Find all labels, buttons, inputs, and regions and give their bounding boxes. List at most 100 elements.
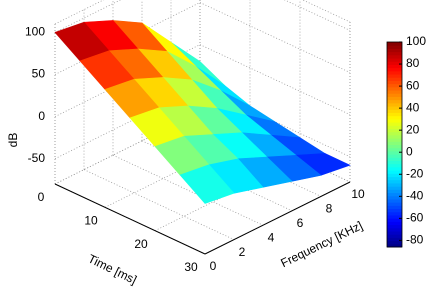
colorbar-cell <box>387 189 402 194</box>
colorbar-cell <box>387 80 402 85</box>
colorbar-cell <box>387 48 402 53</box>
x-tick-label: 20 <box>134 237 148 251</box>
colorbar-cell <box>387 106 402 110</box>
x-axis-line <box>54 183 206 255</box>
colorbar-cell <box>387 134 402 139</box>
colorbar-cell <box>387 102 402 107</box>
colorbar-cell <box>387 173 402 178</box>
box-edge <box>301 0 351 23</box>
y-axis-line <box>204 181 351 255</box>
colorbar-cell <box>387 243 402 248</box>
colorbar-cell <box>387 64 402 69</box>
z-tick-label: -50 <box>28 151 46 165</box>
colorbar-cell <box>387 58 402 62</box>
colorbar-cell <box>387 163 402 168</box>
colorbar-cell <box>387 157 402 162</box>
y-tick-label: 10 <box>351 187 365 201</box>
colorbar-tick-label: -60 <box>406 211 424 225</box>
colorbar-tick-label: -20 <box>406 166 424 180</box>
surface-patch <box>179 164 235 204</box>
colorbar-cell <box>387 179 402 184</box>
colorbar-cell <box>387 122 402 126</box>
colorbar-cell <box>387 230 402 235</box>
colorbar-cell <box>387 166 402 171</box>
colorbar-cell <box>387 170 402 174</box>
colorbar-cell <box>387 125 402 129</box>
colorbar-cell <box>387 237 402 242</box>
colorbar-cell <box>387 214 402 219</box>
colorbar-cell <box>387 67 402 72</box>
x-tick-label: 30 <box>184 260 198 274</box>
colorbar-cell <box>387 176 402 181</box>
colorbar-cell <box>387 61 402 65</box>
colorbar-cell <box>387 221 402 226</box>
z-axis-label: dB <box>6 133 20 148</box>
z-tick-label: 50 <box>32 67 46 81</box>
colorbar-cell <box>387 96 402 101</box>
colorbar-cell <box>387 154 402 158</box>
colorbar-frame <box>386 41 403 248</box>
colorbar-tick-label: 80 <box>406 56 420 70</box>
colorbar-cell <box>387 144 402 149</box>
y-axis-label: Frequency [KHz] <box>278 218 364 270</box>
colorbar-tick-label: -40 <box>406 188 424 202</box>
colorbar-cell <box>387 74 402 78</box>
grid-line <box>283 0 351 31</box>
colorbar-cell <box>387 240 402 245</box>
colorbar-cell <box>387 118 402 123</box>
colorbar-cell <box>387 90 402 94</box>
box-edge <box>54 0 105 25</box>
colorbar-cell <box>387 218 402 222</box>
z-tick-label: 0 <box>38 109 45 123</box>
colorbar-cell <box>387 147 402 152</box>
colorbar-cell <box>387 54 402 59</box>
colorbar-cell <box>387 86 402 91</box>
colorbar-cell <box>387 205 402 210</box>
colorbar-cell <box>387 77 402 81</box>
x-tick-label: 10 <box>84 214 98 228</box>
colorbar-tick-label: 0 <box>406 144 413 158</box>
colorbar-cell <box>387 138 402 142</box>
colorbar-cell <box>387 83 402 88</box>
colorbar-tick-label: 20 <box>406 122 420 136</box>
z-tick-label: 100 <box>25 25 45 39</box>
y-tick-label: 0 <box>210 259 217 273</box>
colorbar-cell <box>387 128 402 133</box>
colorbar-cell <box>387 227 402 232</box>
colorbar-cell <box>387 109 402 113</box>
colorbar-cell <box>387 182 402 187</box>
colorbar-cell <box>387 208 402 213</box>
colorbar-cell <box>387 202 402 206</box>
colorbar-cell <box>387 150 402 155</box>
colorbar-cell <box>387 160 402 165</box>
colorbar-cell <box>387 195 402 200</box>
colorbar-tick-label: -80 <box>406 233 424 247</box>
colorbar-cell <box>387 45 402 49</box>
y-tick-label: 2 <box>239 245 246 259</box>
colorbar-cell <box>387 93 402 97</box>
grid-line <box>199 2 351 73</box>
colorbar-cell <box>387 186 402 190</box>
grid-line <box>199 44 351 115</box>
grid-line <box>112 154 264 226</box>
colorbar-tick-label: 100 <box>406 34 426 48</box>
y-tick-label: 6 <box>297 216 304 230</box>
colorbar-cell <box>387 234 402 238</box>
colorbar-cell <box>387 42 402 46</box>
y-tick-label: 8 <box>326 202 333 216</box>
colorbar-cell <box>387 131 402 136</box>
colorbar-cell <box>387 198 402 203</box>
colorbar-tick-label: 60 <box>406 78 420 92</box>
colorbar-cell <box>387 112 402 117</box>
y-tick-label: 4 <box>268 230 275 244</box>
colorbar-cell <box>387 51 402 56</box>
colorbar-tick-label: 40 <box>406 100 420 114</box>
colorbar-cell <box>387 224 402 229</box>
colorbar-cell <box>387 115 402 120</box>
x-axis-label: Time [ms] <box>86 252 139 287</box>
colorbar-cell <box>387 141 402 145</box>
grid-line <box>83 169 235 240</box>
colorbar-cell <box>387 211 402 216</box>
colorbar-cell <box>387 192 402 197</box>
